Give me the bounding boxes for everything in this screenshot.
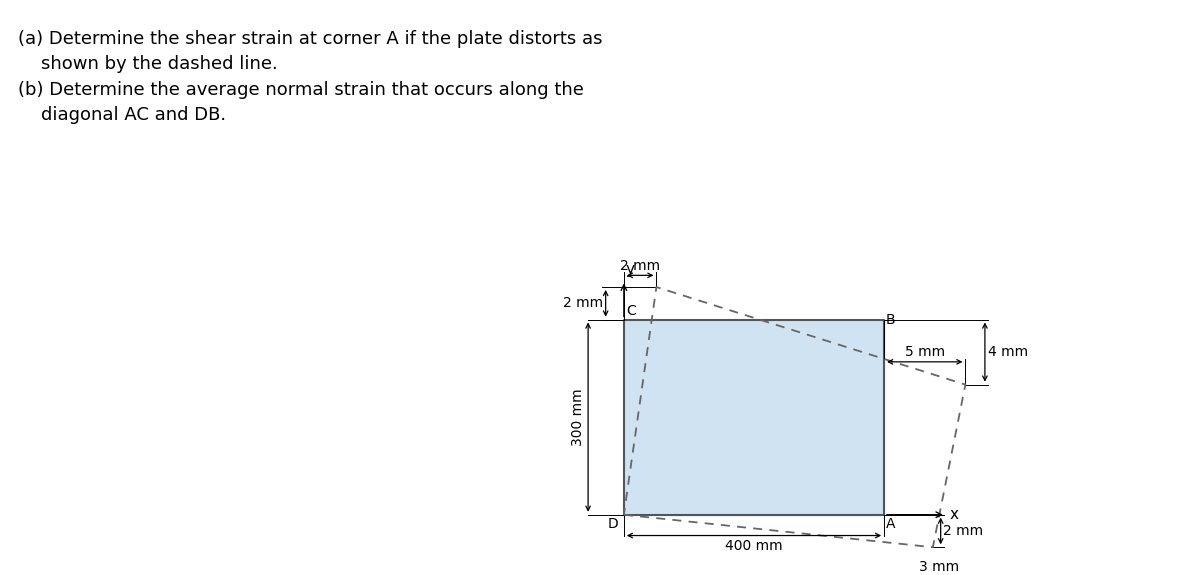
Text: 2 mm: 2 mm [943,524,984,538]
Text: 300 mm: 300 mm [571,388,584,446]
Text: 400 mm: 400 mm [725,539,782,553]
Polygon shape [624,320,884,515]
Text: B: B [886,313,895,327]
Text: shown by the dashed line.: shown by the dashed line. [18,55,277,73]
Text: x: x [949,507,958,522]
Text: 3 mm: 3 mm [919,560,960,574]
Text: 5 mm: 5 mm [905,345,944,359]
Text: C: C [626,304,636,318]
Text: (a) Determine the shear strain at corner A if the plate distorts as: (a) Determine the shear strain at corner… [18,30,602,48]
Text: diagonal AC and DB.: diagonal AC and DB. [18,106,226,124]
Text: A: A [886,518,895,531]
Text: (b) Determine the average normal strain that occurs along the: (b) Determine the average normal strain … [18,81,584,99]
Text: 4 mm: 4 mm [988,345,1027,359]
Text: D: D [608,518,619,531]
Text: 2 mm: 2 mm [620,259,660,273]
Text: 2 mm: 2 mm [563,296,604,310]
Text: y: y [626,262,635,277]
